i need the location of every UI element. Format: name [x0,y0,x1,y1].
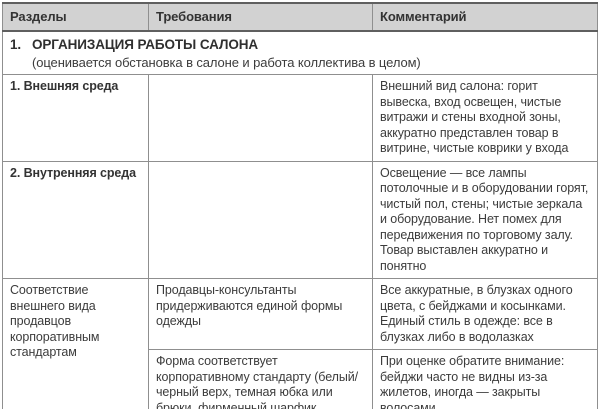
section-title: ОРГАНИЗАЦИЯ РАБОТЫ САЛОНА [32,37,259,52]
cell-requirement [148,160,373,279]
table-row-external-environment: 1. Внешняя среда Внешний вид салона: гор… [2,74,598,162]
cell-requirement [148,74,373,162]
cell-section: 1. Внешняя среда [2,74,149,162]
table-row-internal-environment: 2. Внутренняя среда Освещение — все ламп… [2,160,598,279]
cell-requirement: Форма соответствует корпоративному станд… [148,349,373,409]
column-header-requirements: Требования [148,2,373,32]
column-header-comment: Комментарий [372,2,598,32]
cell-comment: Освещение — все лампы потолочные и в обо… [372,160,598,279]
cell-section: Соответствие внешнего вида продавцов кор… [2,278,149,409]
cell-requirement: Продавцы-консультанты придерживаются еди… [148,278,373,350]
table-row-corporate-standards: Соответствие внешнего вида продавцов кор… [2,278,598,409]
cell-comment: Все аккуратные, в блузках одного цвета, … [372,278,598,350]
cell-section: 2. Внутренняя среда [2,160,149,279]
section-number: 1. [10,37,22,52]
section-subtitle: (оценивается обстановка в салоне и работ… [32,54,421,70]
cell-comment: При оценке обратите внимание: бейджи час… [372,349,598,409]
header-row: Разделы Требования Комментарий [2,2,598,32]
section-title-row: 1. ОРГАНИЗАЦИЯ РАБОТЫ САЛОНА (оценивается… [2,30,598,75]
cell-comment: Внешний вид салона: горит вывеска, вход … [372,74,598,162]
section-title-cell: 1. ОРГАНИЗАЦИЯ РАБОТЫ САЛОНА (оценивается… [2,30,598,75]
table-row-uniform-standard: Форма соответствует корпоративному станд… [3,349,598,409]
section-title-line: 1. ОРГАНИЗАЦИЯ РАБОТЫ САЛОНА [10,37,590,53]
column-header-sections: Разделы [2,2,149,32]
